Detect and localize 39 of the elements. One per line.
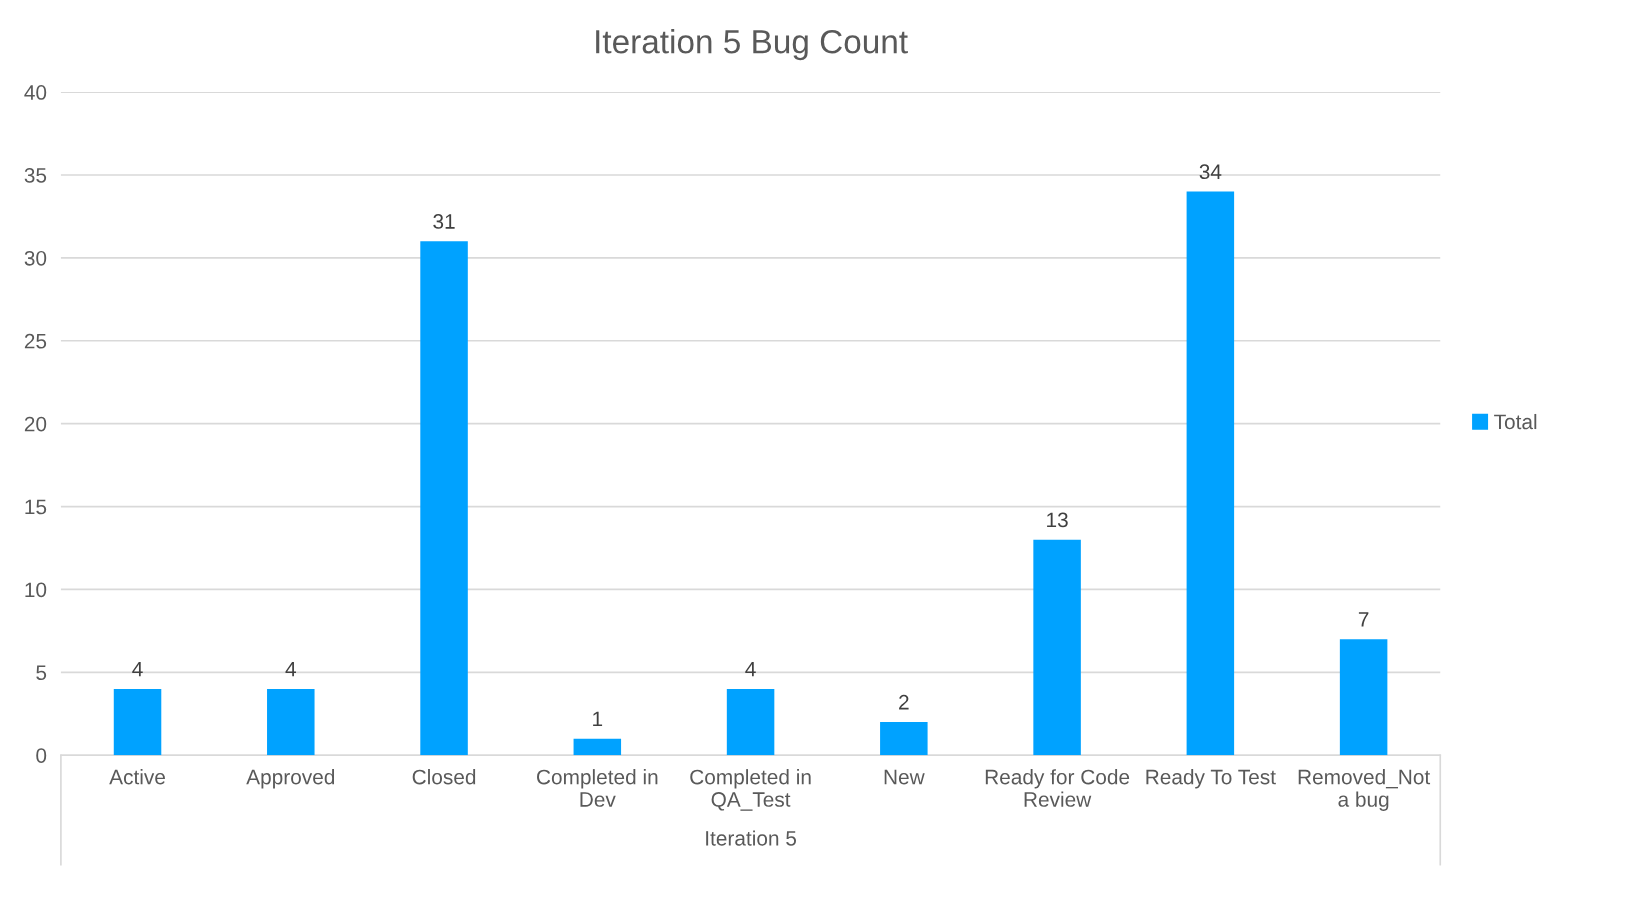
x-tick-label: Approved: [246, 769, 335, 789]
data-label: 4: [745, 661, 756, 677]
bar: [1186, 191, 1235, 756]
bar: [420, 241, 468, 756]
x-tick-label: Completed in Dev: [537, 769, 658, 807]
y-tick-label: 10: [25, 582, 47, 598]
y-tick-label: 20: [24, 416, 47, 432]
data-label: 1: [593, 711, 603, 726]
x-tick-label: Removed_Not a bug: [1298, 769, 1431, 811]
bar: [1339, 639, 1388, 756]
x-tick-label: New: [884, 769, 925, 785]
bar: [726, 688, 775, 756]
data-label: 13: [1047, 512, 1068, 528]
x-tick-label: Closed: [412, 769, 476, 785]
bar: [1033, 539, 1081, 756]
y-tick-label: 0: [36, 748, 47, 763]
data-label: 31: [433, 214, 455, 229]
legend-label: Total: [1494, 413, 1537, 430]
data-label: 7: [1358, 612, 1369, 627]
y-tick-label: 5: [36, 665, 47, 681]
y-tick-label: 30: [24, 250, 47, 266]
y-tick-label: 25: [24, 333, 47, 349]
y-tick-label: 40: [24, 85, 47, 100]
y-tick-label: 35: [24, 167, 47, 183]
chart-title: Iteration 5 Bug Count: [596, 29, 908, 61]
data-label: 2: [899, 694, 909, 710]
y-tick-label: 15: [25, 499, 47, 515]
x-tick-label: Active: [109, 769, 165, 785]
x-axis-title: Iteration 5: [706, 830, 797, 846]
data-label: 34: [1199, 164, 1222, 180]
x-tick-label: Completed in QA_Test: [690, 769, 811, 811]
bar: [113, 688, 162, 756]
bar: [880, 722, 928, 756]
bar: [573, 738, 622, 756]
x-tick-label: Ready for Code Review: [985, 769, 1130, 807]
bar: [267, 688, 315, 756]
data-label: 4: [285, 661, 296, 677]
x-tick-label: Ready To Test: [1146, 769, 1276, 789]
data-label: 4: [132, 661, 143, 677]
